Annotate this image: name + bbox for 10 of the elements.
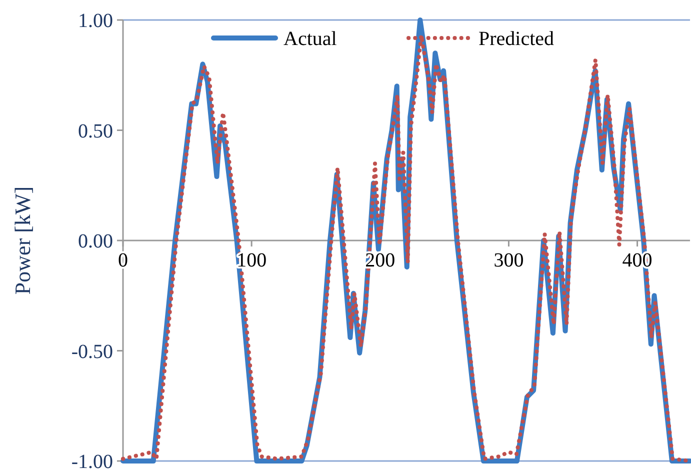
y-tick-label: -1.00: [71, 451, 113, 472]
x-tick-label: 300: [494, 250, 524, 272]
legend-label: Actual: [284, 28, 338, 50]
legend-label: Predicted: [478, 28, 554, 50]
x-tick-label: 0: [118, 250, 128, 272]
y-tick-label: 0.50: [78, 120, 113, 142]
y-tick-label: -0.50: [71, 340, 113, 363]
y-tick-label: 0.00: [78, 230, 113, 252]
y-tick-label: 1.00: [78, 10, 113, 32]
y-axis-title: Power [kW]: [10, 186, 35, 295]
